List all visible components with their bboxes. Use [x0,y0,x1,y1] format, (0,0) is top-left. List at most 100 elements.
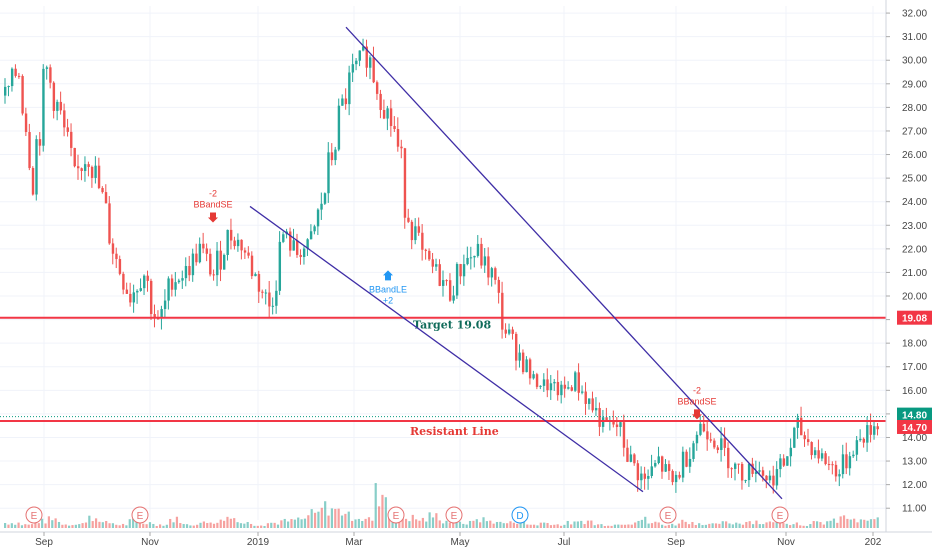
candle-body [327,152,330,194]
candle-body [240,239,243,251]
event-marker[interactable] [771,506,789,524]
candle-body [17,75,21,77]
sell-arrow-icon [208,212,218,223]
volume-bar [762,524,765,528]
event-marker[interactable] [25,506,43,524]
candle-body [480,243,483,266]
volume-bar [37,523,40,528]
candle-body [855,440,859,455]
candle-body [403,148,407,218]
price-tag [897,419,932,434]
candle-body [789,447,793,457]
candle-body [358,50,361,61]
candle-body [7,86,10,88]
volume-bar [132,518,135,528]
candle-body [334,149,337,161]
volume-bar [593,525,596,528]
candle-body [143,275,146,289]
volume-bar [536,525,539,528]
trendlines[interactable] [249,26,783,500]
candle-body [674,474,678,483]
candle-body [671,470,674,483]
trendline[interactable] [249,205,644,493]
candle-body [567,387,570,389]
candle-body [344,98,348,105]
volume-bar [492,523,495,528]
candle-body [21,76,24,114]
candle-body [758,470,761,472]
trendline[interactable] [345,26,783,500]
candle-body [594,408,598,411]
candle-body [330,152,334,161]
volume-bar [249,523,253,528]
volume-bar [698,523,701,528]
volume-bar [873,519,876,528]
candle-body [111,243,115,254]
event-marker[interactable] [445,506,463,524]
volume-bar [755,520,758,528]
volume-bar [236,522,239,528]
candle-body [685,451,688,467]
candle-body [146,275,149,281]
candle-body [132,292,136,303]
event-marker[interactable] [659,506,677,524]
event-marker[interactable] [387,506,405,524]
volume-bar [128,519,131,528]
candle-body [761,470,765,476]
y-tick-label: 28.00 [902,103,927,114]
horizontal-lines[interactable]: Target 19.08 Resistant Line [0,316,886,438]
candle-body [803,435,806,440]
price-tag-label: 14.80 [902,411,927,422]
volume-bar [839,516,842,528]
volume-bar [499,521,502,528]
y-tick-label: 11.00 [902,504,927,515]
volume-bar [391,518,394,528]
volume-bar [671,523,674,528]
candle-body [38,139,42,146]
candle-body [716,447,720,450]
volume-bar [71,525,74,528]
candle-body [626,447,629,462]
candle-body [539,385,542,387]
volume-bar [253,525,256,528]
volume-bar [566,520,569,528]
candle-body [862,438,866,443]
volume-bar [145,524,148,528]
volume-bar [165,524,168,528]
volume-bar [580,520,583,528]
volume-bar [108,523,111,528]
candle-body [306,239,309,249]
candle-body [83,164,87,171]
x-tick-label: Mar [345,537,363,548]
event-marker[interactable] [511,506,529,524]
candle-body [813,450,817,456]
volume-bar [539,522,542,528]
candle-body [633,454,636,464]
candle-body [581,391,584,393]
candle-body [351,64,355,73]
candle-body [640,473,643,481]
volume-bar [233,518,236,528]
signal-label-2: BBandSE [677,396,716,406]
volume-bar [273,522,276,528]
volume-bar [34,520,37,528]
event-marker[interactable] [131,506,149,524]
event-marker-label: E [451,511,458,522]
volume-bar [411,514,414,528]
candle-body [309,231,313,240]
volume-bar [708,523,711,528]
volume-bar [313,512,317,528]
candle-body [223,254,226,270]
candle-body [556,381,560,396]
candle-body [97,165,101,189]
volume-bar [189,525,192,528]
x-tick-label: Sep [35,537,53,548]
volume-bar [782,523,785,528]
candle-body [518,352,521,361]
candle-body [570,387,574,391]
volume-bar [630,524,633,528]
